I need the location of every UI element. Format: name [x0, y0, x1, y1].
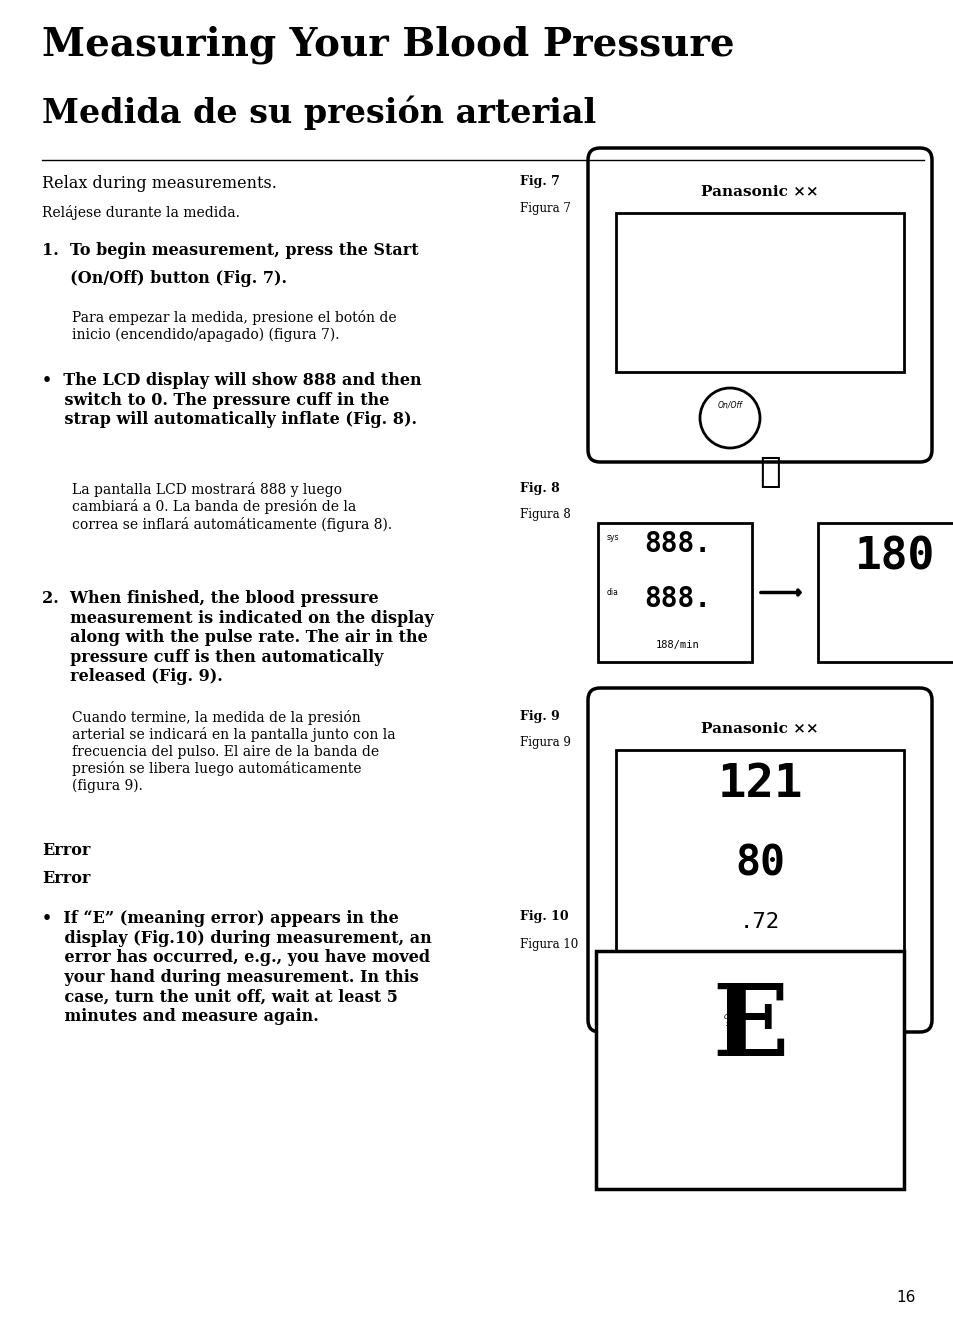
Text: Para empezar la medida, presione el botón de
inicio (encendido/apagado) (figura : Para empezar la medida, presione el botó… [71, 310, 396, 342]
Text: •  The LCD display will show 888 and then
    switch to 0. The pressure cuff in : • The LCD display will show 888 and then… [42, 371, 421, 428]
Text: Figura 9: Figura 9 [519, 736, 570, 750]
Text: Relájese durante la medida.: Relájese durante la medida. [42, 205, 239, 220]
Text: .72: .72 [740, 912, 780, 932]
FancyBboxPatch shape [616, 213, 903, 371]
FancyBboxPatch shape [596, 951, 903, 1189]
Text: 80: 80 [734, 842, 784, 884]
Text: •  If “E” (meaning error) appears in the
    display (Fig.10) during measurement: • If “E” (meaning error) appears in the … [42, 911, 432, 1025]
Text: 2.  When finished, the blood pressure
     measurement is indicated on the displ: 2. When finished, the blood pressure mea… [42, 590, 434, 685]
Text: Fig. 8: Fig. 8 [519, 481, 559, 495]
Text: Error: Error [42, 842, 91, 860]
Text: Figura 8: Figura 8 [519, 508, 570, 522]
Text: Measuring Your Blood Pressure: Measuring Your Blood Pressure [42, 25, 734, 63]
Text: Fig. 9: Fig. 9 [519, 709, 559, 723]
Text: On/Off
Start: On/Off Start [722, 1014, 745, 1026]
Text: 188/min: 188/min [656, 640, 700, 650]
FancyBboxPatch shape [616, 750, 903, 959]
Text: Fig. 10: Fig. 10 [519, 911, 568, 923]
Text: 180: 180 [854, 535, 934, 578]
Text: Panasonic ××: Panasonic ×× [700, 721, 818, 736]
Text: 888.: 888. [644, 530, 711, 558]
Text: Figura 7: Figura 7 [519, 202, 570, 215]
Text: Figura 10: Figura 10 [519, 937, 578, 951]
Text: 888.: 888. [644, 585, 711, 613]
FancyBboxPatch shape [817, 523, 953, 662]
Text: 121: 121 [717, 762, 801, 807]
FancyBboxPatch shape [598, 523, 751, 662]
Text: Cuando termine, la medida de la presión
arterial se indicará en la pantalla junt: Cuando termine, la medida de la presión … [71, 709, 395, 793]
Text: 👋: 👋 [759, 455, 780, 489]
Circle shape [702, 1003, 766, 1067]
Text: La pantalla LCD mostrará 888 y luego
cambiará a 0. La banda de presión de la
cor: La pantalla LCD mostrará 888 y luego cam… [71, 481, 392, 532]
Text: Medida de su presión arterial: Medida de su presión arterial [42, 95, 596, 130]
Text: 1.  To begin measurement, press the Start: 1. To begin measurement, press the Start [42, 241, 418, 259]
Text: On/Off: On/Off [717, 401, 741, 409]
Text: Error: Error [42, 870, 91, 886]
Text: Fig. 7: Fig. 7 [519, 174, 559, 188]
Text: (On/Off) button (Fig. 7).: (On/Off) button (Fig. 7). [42, 270, 287, 287]
Text: Panasonic ××: Panasonic ×× [700, 185, 818, 198]
Text: E: E [711, 980, 787, 1077]
FancyBboxPatch shape [587, 148, 931, 463]
Circle shape [700, 388, 760, 448]
FancyBboxPatch shape [587, 688, 931, 1033]
Text: Relax during measurements.: Relax during measurements. [42, 174, 276, 192]
Text: dia: dia [606, 587, 618, 597]
Text: sys: sys [606, 532, 618, 542]
Text: 16: 16 [896, 1290, 915, 1305]
